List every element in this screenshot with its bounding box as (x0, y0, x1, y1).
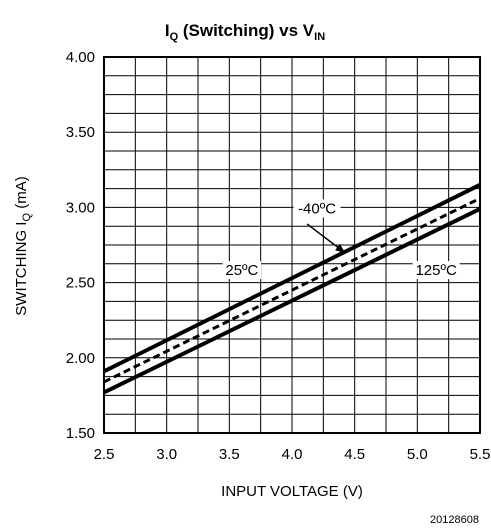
x-tick-label: 2.5 (94, 446, 115, 463)
y-tick-label: 3.50 (66, 124, 95, 141)
annotation-arrow (306, 223, 346, 254)
y-tick-label: 3.00 (66, 199, 95, 216)
chart-title: IQ (Switching) vs VIN (165, 21, 325, 43)
x-tick-label: 3.5 (219, 446, 240, 463)
figure-id: 20128608 (430, 514, 479, 526)
series-layer (103, 183, 481, 395)
x-axis-label: INPUT VOLTAGE (V) (221, 483, 363, 500)
y-axis-label: SWITCHING IQ (mA) (13, 176, 33, 315)
y-tick-label: 2.00 (66, 350, 95, 367)
grid (103, 56, 481, 434)
annotation-label: -40ºC (298, 200, 336, 217)
x-tick-label: 5.0 (407, 446, 428, 463)
annotation-label: 25ºC (225, 262, 258, 279)
y-tick-labels: 1.50 2.00 2.50 3.00 3.50 4.00 (66, 49, 95, 442)
annotations: -40ºC 25ºC 125ºC (222, 199, 460, 280)
y-tick-label: 2.50 (66, 275, 95, 292)
plot-frame (103, 56, 481, 434)
annotation-background (412, 261, 460, 280)
x-tick-label: 3.0 (156, 446, 177, 463)
x-tick-label: 4.0 (282, 446, 303, 463)
x-tick-label: 4.5 (344, 446, 365, 463)
series-line (103, 183, 481, 374)
series-line (103, 197, 481, 384)
series-line (103, 207, 481, 395)
annotation-label: 125ºC (415, 262, 457, 279)
y-tick-label: 4.00 (66, 49, 95, 66)
x-tick-label: 5.5 (470, 446, 491, 463)
annotation-background (293, 199, 341, 218)
y-tick-label: 1.50 (66, 425, 95, 442)
x-tick-labels: 2.5 3.0 3.5 4.0 4.5 5.0 5.5 (94, 446, 491, 463)
annotation-background (222, 261, 262, 280)
